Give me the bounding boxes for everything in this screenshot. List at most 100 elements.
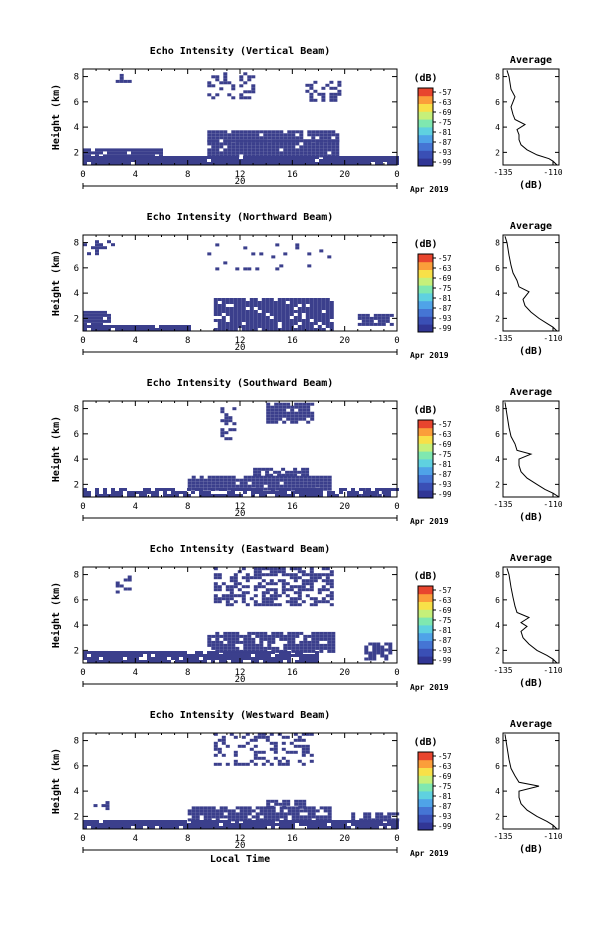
heatmap-cell <box>91 319 95 323</box>
heatmap-cell <box>231 87 236 91</box>
x-tick-label: 20 <box>339 668 350 678</box>
heatmap-cell <box>231 631 236 635</box>
heatmap-cell <box>375 815 380 819</box>
heatmap-cell <box>115 151 119 155</box>
heatmap-cell <box>310 414 315 418</box>
heatmap-cell <box>368 642 373 646</box>
heatmap-cell <box>135 823 139 826</box>
colorbar-tick-label: -87 <box>438 304 452 313</box>
x-tick-label: 8 <box>185 170 190 180</box>
heatmap-cell <box>271 637 276 641</box>
heatmap-cell <box>255 159 259 162</box>
heatmap-cell <box>311 646 316 650</box>
heatmap-cell <box>331 159 335 162</box>
heatmap-cell <box>289 600 294 604</box>
heatmap-cell <box>265 319 270 322</box>
heatmap-cell <box>231 812 236 816</box>
heatmap-cell <box>207 820 211 823</box>
heatmap-cell <box>83 243 87 247</box>
heatmap-cell <box>191 660 195 663</box>
heatmap-cell <box>388 651 393 655</box>
heatmap-cell <box>303 657 307 660</box>
heatmap-cell <box>271 631 276 635</box>
heatmap-cell <box>207 815 212 819</box>
heatmap-cell <box>387 159 391 162</box>
heatmap-cell <box>253 603 258 607</box>
heatmap-cell <box>391 818 396 822</box>
heatmap-cell <box>319 249 324 253</box>
heatmap-cell <box>123 488 127 491</box>
heatmap-cell <box>207 634 212 638</box>
profile-y-tick-label: 2 <box>495 480 500 489</box>
heatmap-cell <box>251 484 256 488</box>
heatmap-cell <box>291 130 296 134</box>
heatmap-cell <box>163 820 167 823</box>
heatmap-cell <box>283 484 288 488</box>
heatmap-cell <box>231 826 235 829</box>
heatmap-cell <box>351 159 355 162</box>
heatmap-cell <box>255 475 260 479</box>
heatmap-cell <box>384 654 389 658</box>
heatmap-cell <box>355 159 359 162</box>
heatmap-cell <box>115 590 120 594</box>
heatmap-cell <box>259 475 264 479</box>
echo-panel-5: Echo Intensity (Westward Beam)2468Height… <box>50 709 563 858</box>
heatmap-cell <box>249 310 254 313</box>
profile-x-label: (dB) <box>519 346 543 357</box>
heatmap-cell <box>313 313 318 316</box>
heatmap-cell <box>235 826 239 829</box>
heatmap-cell <box>335 142 340 146</box>
echo-panel-2: Echo Intensity (Northward Beam)2468Heigh… <box>50 211 563 360</box>
heatmap-cell <box>295 820 299 823</box>
heatmap-cell <box>131 154 135 158</box>
heatmap-cell <box>285 319 290 322</box>
heatmap-cell <box>277 470 282 474</box>
heatmap-cell <box>235 487 240 491</box>
heatmap-cell <box>225 588 230 592</box>
heatmap-cell <box>327 812 332 816</box>
heatmap-cell <box>119 148 123 152</box>
heatmap-cell <box>263 806 268 810</box>
heatmap-cell <box>385 319 390 323</box>
heatmap-cell <box>307 809 312 813</box>
heatmap-cell <box>273 591 278 595</box>
heatmap-cell <box>171 820 175 823</box>
profile-y-tick-label: 4 <box>495 621 500 630</box>
heatmap-cell <box>245 325 250 328</box>
heatmap-cell <box>247 657 251 660</box>
heatmap-cell <box>271 145 276 149</box>
heatmap-cell <box>329 594 334 598</box>
heatmap-cell <box>239 136 244 140</box>
heatmap-cell <box>294 799 299 803</box>
heatmap-cell <box>207 139 212 143</box>
heatmap-cell <box>265 597 270 601</box>
heatmap-cell <box>287 487 292 491</box>
heatmap-cell <box>295 654 299 657</box>
colorbar-unit: (dB) <box>413 737 437 748</box>
heatmap-cell <box>263 487 268 491</box>
heatmap-cell <box>251 637 256 641</box>
colorbar-tick-label: -81 <box>438 792 452 801</box>
heatmap-cell <box>247 139 252 143</box>
heatmap-cell <box>95 823 99 826</box>
heatmap-cell <box>329 585 334 589</box>
heatmap-cell <box>223 81 228 85</box>
heatmap-cell <box>315 637 320 641</box>
heatmap-cell <box>299 481 304 485</box>
heatmap-cell <box>293 301 298 304</box>
heatmap-cell <box>87 820 91 823</box>
heatmap-cell <box>115 148 119 152</box>
heatmap-cell <box>127 148 131 152</box>
heatmap-cell <box>215 154 220 158</box>
heatmap-cell <box>247 806 252 810</box>
heatmap-cell <box>87 159 91 162</box>
x-tick-label: 8 <box>185 502 190 512</box>
heatmap-cell <box>317 588 322 592</box>
heatmap-cell <box>231 634 236 638</box>
heatmap-cell <box>273 322 278 325</box>
heatmap-cell <box>323 148 328 152</box>
heatmap-cell <box>299 478 304 482</box>
heatmap-cell <box>139 826 143 829</box>
heatmap-cell <box>315 643 320 647</box>
heatmap-cell <box>119 488 123 491</box>
